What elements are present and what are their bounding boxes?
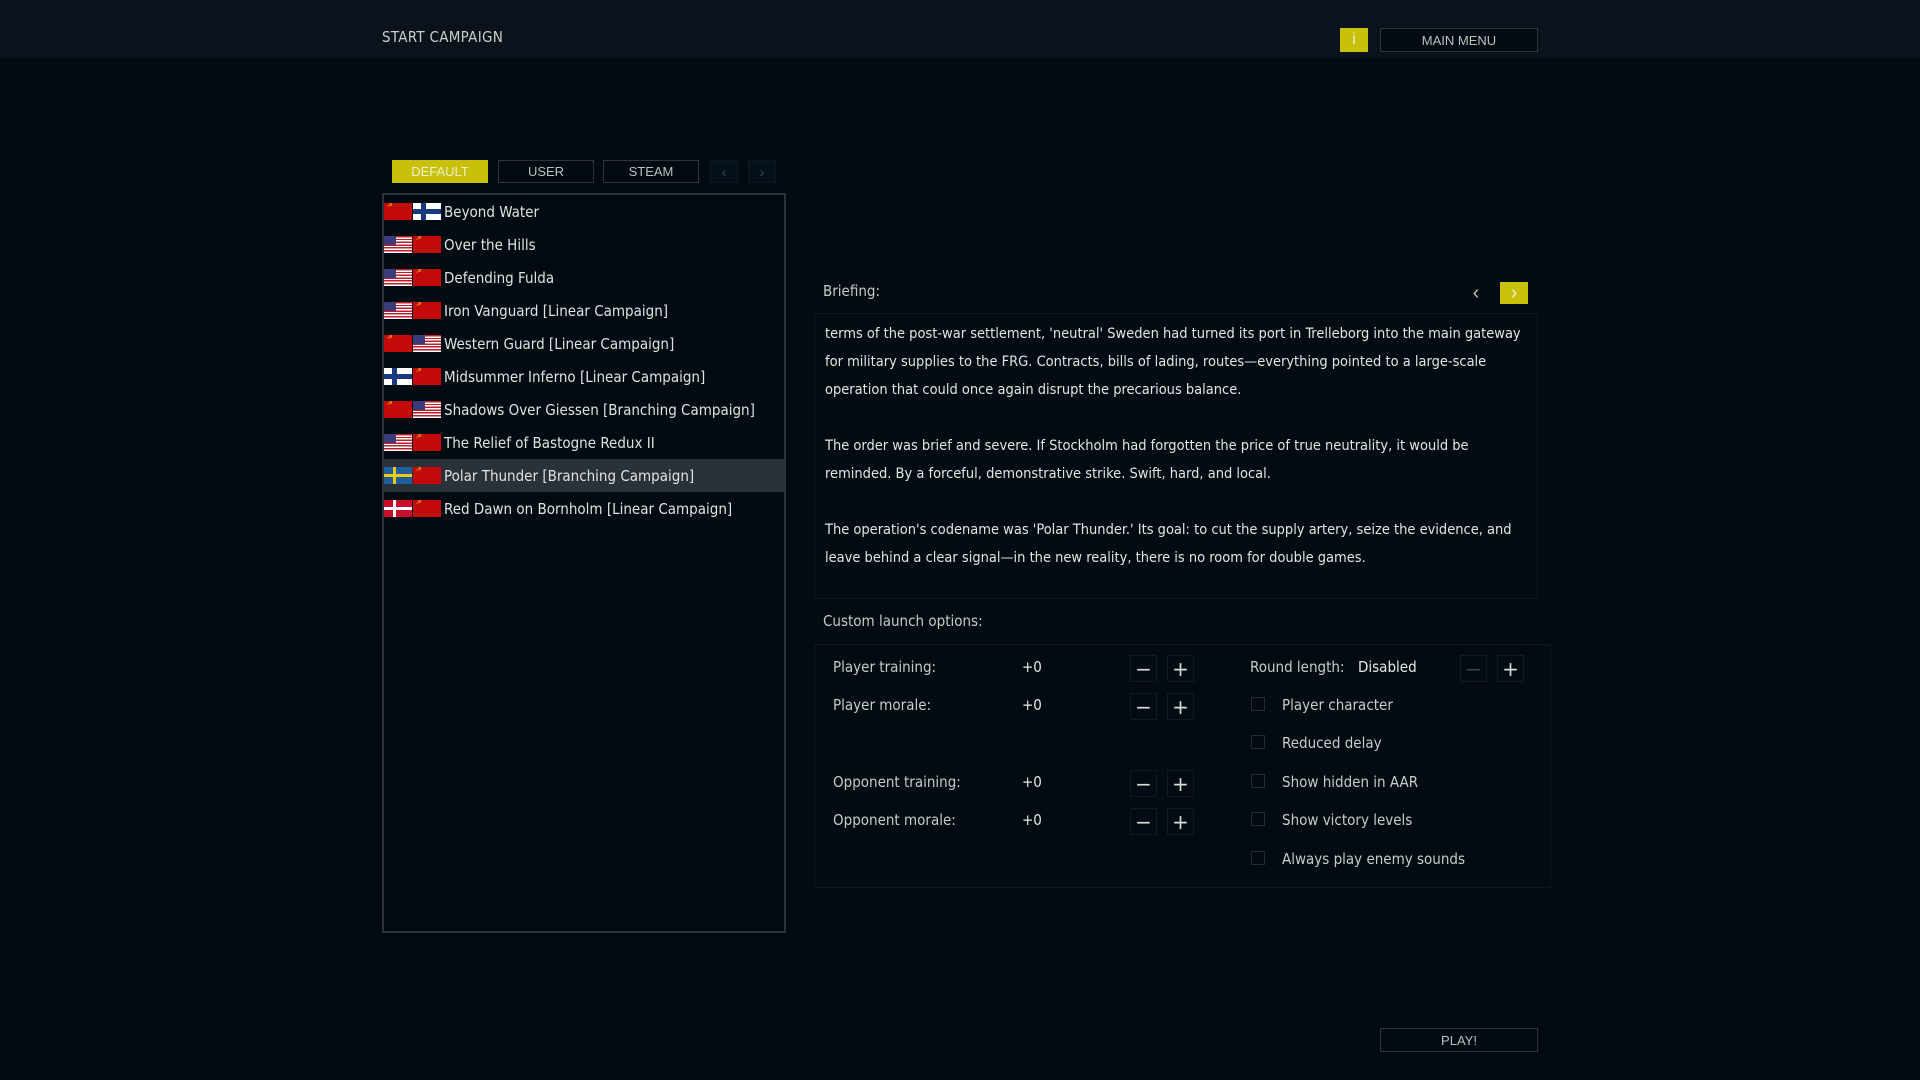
campaign-list-item[interactable]: Midsummer Inferno [Linear Campaign] — [384, 360, 784, 393]
campaign-name: Beyond Water — [444, 202, 540, 221]
stepper-value: +0 — [1022, 811, 1042, 829]
campaign-name: Shadows Over Giessen [Branching Campaign… — [444, 400, 755, 419]
den-flag-icon — [384, 500, 412, 517]
swe-flag-icon — [384, 467, 412, 484]
campaign-name: Red Dawn on Bornholm [Linear Campaign] — [444, 499, 733, 518]
custom-options-panel — [814, 644, 1551, 888]
page-title: START CAMPAIGN — [382, 28, 504, 46]
campaign-list-item[interactable]: Beyond Water — [384, 195, 784, 228]
round-length-minus-button[interactable]: − — [1460, 655, 1487, 682]
ussr-flag-icon — [413, 500, 441, 517]
checkbox-label: Always play enemy sounds — [1282, 850, 1466, 868]
stepper-value: +0 — [1022, 658, 1042, 676]
campaign-list-item[interactable]: Polar Thunder [Branching Campaign] — [384, 459, 784, 492]
stepper-label: Player morale: — [833, 696, 932, 714]
plus-button[interactable]: + — [1167, 770, 1194, 797]
briefing-label: Briefing: — [823, 282, 881, 300]
ussr-flag-icon — [413, 302, 441, 319]
ussr-flag-icon — [413, 368, 441, 385]
campaign-list[interactable]: Beyond Water Over the Hills Defending Fuld… — [382, 193, 786, 933]
briefing-text: terms of the post-war settlement, 'neutr… — [814, 313, 1538, 599]
usa-flag-icon — [413, 401, 441, 418]
checkbox-label: Reduced delay — [1282, 734, 1382, 752]
tab-next-arrow-icon[interactable]: › — [748, 160, 776, 183]
usa-flag-icon — [413, 335, 441, 352]
tab-steam[interactable]: STEAM — [603, 160, 699, 183]
stepper-label: Opponent training: — [833, 773, 961, 791]
usa-flag-icon — [384, 302, 412, 319]
campaign-name: Western Guard [Linear Campaign] — [444, 334, 675, 353]
round-length-value: Disabled — [1358, 658, 1417, 676]
top-bar — [0, 0, 1920, 58]
play-button[interactable]: PLAY! — [1380, 1028, 1538, 1052]
briefing-next-icon[interactable]: › — [1500, 282, 1528, 304]
ussr-flag-icon — [413, 236, 441, 253]
tab-user[interactable]: USER — [498, 160, 594, 183]
checkbox[interactable] — [1251, 735, 1265, 749]
campaign-list-item[interactable]: The Relief of Bastogne Redux II — [384, 426, 784, 459]
fin-flag-icon — [413, 203, 441, 220]
briefing-paragraph: The order was brief and severe. If Stock… — [825, 438, 1469, 482]
ussr-flag-icon — [384, 335, 412, 352]
checkbox-label: Show hidden in AAR — [1282, 773, 1419, 791]
campaign-name: Polar Thunder [Branching Campaign] — [444, 466, 695, 485]
campaign-list-item[interactable]: Defending Fulda — [384, 261, 784, 294]
stepper-value: +0 — [1022, 696, 1042, 714]
campaign-name: The Relief of Bastogne Redux II — [444, 433, 655, 452]
campaign-name: Over the Hills — [444, 235, 536, 254]
briefing-paragraph: terms of the post-war settlement, 'neutr… — [825, 326, 1521, 398]
tab-prev-arrow-icon[interactable]: ‹ — [710, 160, 738, 183]
tab-default[interactable]: DEFAULT — [392, 160, 488, 183]
ussr-flag-icon — [384, 203, 412, 220]
round-length-plus-button[interactable]: + — [1497, 655, 1524, 682]
ussr-flag-icon — [413, 269, 441, 286]
minus-button[interactable]: − — [1130, 655, 1157, 682]
checkbox-label: Show victory levels — [1282, 811, 1413, 829]
plus-button[interactable]: + — [1167, 655, 1194, 682]
campaign-list-item[interactable]: Red Dawn on Bornholm [Linear Campaign] — [384, 492, 784, 525]
checkbox[interactable] — [1251, 774, 1265, 788]
campaign-list-item[interactable]: Shadows Over Giessen [Branching Campaign… — [384, 393, 784, 426]
fin-flag-icon — [384, 368, 412, 385]
round-length-label: Round length: — [1250, 658, 1345, 676]
stepper-label: Player training: — [833, 658, 937, 676]
ussr-flag-icon — [413, 434, 441, 451]
campaign-name: Iron Vanguard [Linear Campaign] — [444, 301, 669, 320]
checkbox-label: Player character — [1282, 696, 1393, 714]
plus-button[interactable]: + — [1167, 693, 1194, 720]
campaign-name: Defending Fulda — [444, 268, 555, 287]
checkbox[interactable] — [1251, 812, 1265, 826]
briefing-paragraph: The operation's codename was 'Polar Thun… — [825, 522, 1512, 566]
usa-flag-icon — [384, 269, 412, 286]
campaign-list-item[interactable]: Over the Hills — [384, 228, 784, 261]
ussr-flag-icon — [384, 401, 412, 418]
usa-flag-icon — [384, 236, 412, 253]
info-button[interactable]: i — [1340, 28, 1368, 52]
minus-button[interactable]: − — [1130, 693, 1157, 720]
plus-button[interactable]: + — [1167, 808, 1194, 835]
checkbox[interactable] — [1251, 851, 1265, 865]
checkbox[interactable] — [1251, 697, 1265, 711]
minus-button[interactable]: − — [1130, 808, 1157, 835]
stepper-value: +0 — [1022, 773, 1042, 791]
minus-button[interactable]: − — [1130, 770, 1157, 797]
usa-flag-icon — [384, 434, 412, 451]
stepper-label: Opponent morale: — [833, 811, 956, 829]
briefing-prev-icon[interactable]: ‹ — [1472, 281, 1480, 304]
custom-options-label: Custom launch options: — [823, 612, 983, 630]
campaign-list-item[interactable]: Iron Vanguard [Linear Campaign] — [384, 294, 784, 327]
ussr-flag-icon — [413, 467, 441, 484]
campaign-name: Midsummer Inferno [Linear Campaign] — [444, 367, 706, 386]
campaign-list-item[interactable]: Western Guard [Linear Campaign] — [384, 327, 784, 360]
main-menu-button[interactable]: MAIN MENU — [1380, 28, 1538, 52]
